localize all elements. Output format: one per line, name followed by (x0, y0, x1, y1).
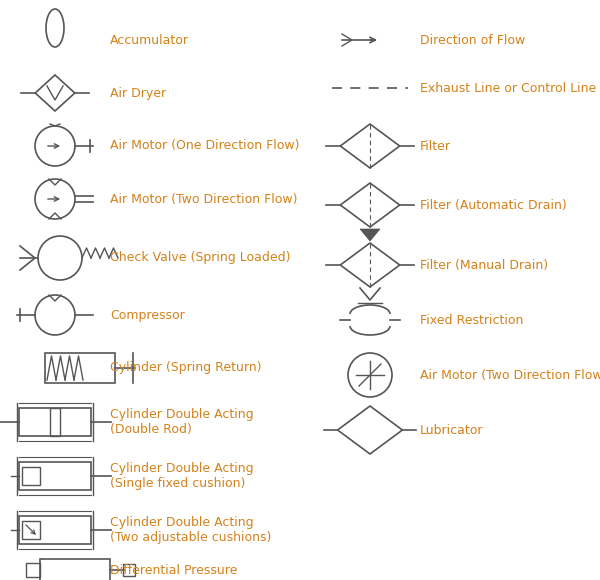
Bar (123, 564, 135, 576)
Bar (19, 408, 91, 436)
Text: Cylinder Double Acting
(Two adjustable cushions): Cylinder Double Acting (Two adjustable c… (110, 516, 271, 544)
Text: Cylinder (Spring Return): Cylinder (Spring Return) (110, 361, 262, 375)
Bar (45, 353, 115, 383)
Bar (19, 516, 91, 544)
Polygon shape (360, 229, 380, 241)
Bar (50, 408, 60, 436)
Text: Direction of Flow: Direction of Flow (420, 34, 525, 46)
Text: Air Dryer: Air Dryer (110, 86, 166, 100)
Text: Filter (Automatic Drain): Filter (Automatic Drain) (420, 198, 567, 212)
Bar (40, 559, 110, 580)
Bar (19, 462, 91, 490)
Bar (22, 467, 40, 485)
Text: Compressor: Compressor (110, 309, 185, 321)
Text: Air Motor (One Direction Flow): Air Motor (One Direction Flow) (110, 140, 299, 153)
Text: Cylinder Double Acting
(Double Rod): Cylinder Double Acting (Double Rod) (110, 408, 254, 436)
Text: Filter: Filter (420, 140, 451, 153)
Text: Air Motor (Two Direction Flow): Air Motor (Two Direction Flow) (110, 193, 298, 205)
Text: Differential Pressure: Differential Pressure (110, 564, 238, 577)
Text: Exhaust Line or Control Line: Exhaust Line or Control Line (420, 82, 596, 95)
Bar (26, 563, 40, 577)
Text: Check Valve (Spring Loaded): Check Valve (Spring Loaded) (110, 252, 290, 264)
Text: Fixed Restriction: Fixed Restriction (420, 314, 523, 327)
Text: Cylinder Double Acting
(Single fixed cushion): Cylinder Double Acting (Single fixed cus… (110, 462, 254, 490)
Text: Accumulator: Accumulator (110, 34, 189, 46)
Text: Filter (Manual Drain): Filter (Manual Drain) (420, 259, 548, 271)
Text: Lubricator: Lubricator (420, 423, 484, 437)
Text: Air Motor (Two Direction Flow): Air Motor (Two Direction Flow) (420, 368, 600, 382)
Bar (22, 521, 40, 539)
